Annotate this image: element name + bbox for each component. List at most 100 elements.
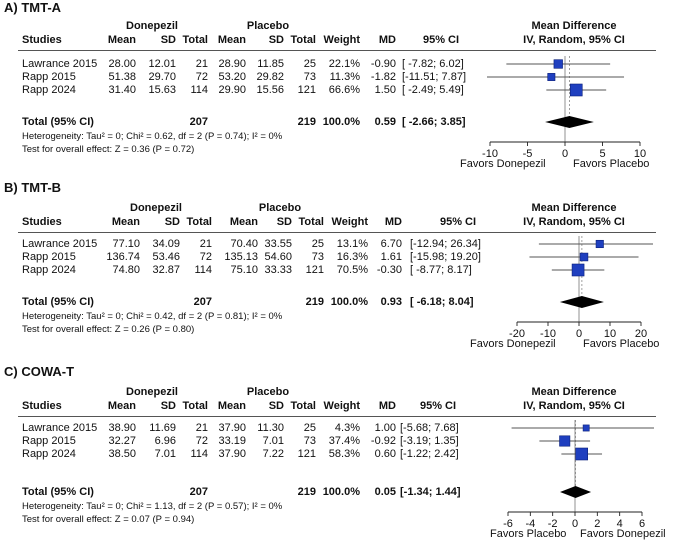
ci-header: 95% CI bbox=[422, 34, 460, 46]
total2-cell: 121 bbox=[297, 84, 316, 96]
md-cell: -1.82 bbox=[370, 71, 396, 83]
favors-right-label: Favors Placebo bbox=[573, 158, 650, 170]
tick-label: 10 bbox=[604, 328, 616, 340]
group2-header: Placebo bbox=[246, 386, 290, 398]
mean2-cell: 37.90 bbox=[218, 422, 246, 434]
tick-label: -6 bbox=[503, 518, 513, 530]
tick-label: -20 bbox=[509, 328, 525, 340]
pooled-diamond bbox=[560, 486, 592, 498]
group1-header: Donepezil bbox=[126, 386, 178, 398]
sd2-cell: 29.82 bbox=[256, 71, 284, 83]
sd2-header: SD bbox=[268, 400, 284, 412]
ci-cell: [-1.22; 2.42] bbox=[400, 448, 459, 460]
mean2-cell: 135.13 bbox=[224, 251, 258, 263]
tick-label: -10 bbox=[540, 328, 556, 340]
mean2-cell: 70.40 bbox=[230, 238, 258, 250]
md-cell: -0.92 bbox=[370, 435, 396, 447]
tick-label: 4 bbox=[617, 518, 623, 530]
sd1-header: SD bbox=[160, 34, 176, 46]
study-name: Rapp 2024 bbox=[22, 84, 76, 96]
total2-cell: 73 bbox=[303, 435, 316, 447]
mean1-cell: 31.40 bbox=[108, 84, 136, 96]
effect-subtitle: IV, Random, 95% CI bbox=[523, 216, 625, 228]
weight-cell: 58.3% bbox=[328, 448, 360, 460]
panel-title: A) TMT-A bbox=[4, 0, 62, 15]
total2-cell: 73 bbox=[303, 71, 316, 83]
ci-cell: [-12.94; 26.34] bbox=[410, 238, 481, 250]
mean1-header: Mean bbox=[107, 34, 136, 46]
forest-plot-a: -10 -5 0 5 10 bbox=[482, 56, 646, 160]
effect-title: Mean Difference bbox=[531, 20, 617, 32]
forest-plot-b: -20 -10 0 10 20 bbox=[509, 236, 653, 340]
panel-title: B) TMT-B bbox=[4, 180, 62, 195]
mean1-cell: 38.90 bbox=[108, 422, 136, 434]
total-ci: [-1.34; 1.44] bbox=[400, 486, 461, 498]
group2-header: Placebo bbox=[246, 20, 290, 32]
total1-header: Total bbox=[182, 34, 208, 46]
total1-cell: 72 bbox=[199, 251, 212, 263]
ci-cell: [-3.19; 1.35] bbox=[400, 435, 459, 447]
study-square bbox=[595, 239, 604, 249]
ci-header: 95% CI bbox=[419, 400, 457, 412]
mean2-header: Mean bbox=[217, 34, 246, 46]
md-header: MD bbox=[378, 34, 396, 46]
total1-header: Total bbox=[182, 400, 208, 412]
study-name: Rapp 2015 bbox=[22, 435, 76, 447]
total2-sum: 219 bbox=[297, 486, 316, 498]
group1-header: Donepezil bbox=[126, 20, 178, 32]
ci-cell: [ -7.82; 6.02] bbox=[402, 58, 464, 70]
sd1-cell: 32.87 bbox=[152, 264, 180, 276]
overall-effect-text: Test for overall effect: Z = 0.07 (P = 0… bbox=[22, 514, 195, 525]
total2-header: Total bbox=[298, 216, 324, 228]
ci-cell: [-5.68; 7.68] bbox=[400, 422, 459, 434]
md-cell: 1.50 bbox=[374, 84, 396, 96]
total-md: 0.59 bbox=[374, 116, 396, 128]
favors-left-label: Favors Donepezil bbox=[470, 338, 556, 350]
study-name: Rapp 2015 bbox=[22, 71, 76, 83]
total1-cell: 21 bbox=[195, 422, 208, 434]
total-ci: [ -2.66; 3.85] bbox=[402, 116, 466, 128]
mean2-cell: 29.90 bbox=[218, 84, 246, 96]
mean2-cell: 37.90 bbox=[218, 448, 246, 460]
mean1-cell: 136.74 bbox=[106, 251, 140, 263]
mean2-cell: 53.20 bbox=[218, 71, 246, 83]
total-md: 0.93 bbox=[380, 296, 402, 308]
total1-header: Total bbox=[186, 216, 212, 228]
total2-header: Total bbox=[290, 34, 316, 46]
header-divider bbox=[18, 50, 656, 51]
study-name: Rapp 2015 bbox=[22, 251, 76, 263]
tick-label: 20 bbox=[635, 328, 647, 340]
mean2-cell: 28.90 bbox=[218, 58, 246, 70]
pooled-diamond bbox=[559, 296, 604, 308]
studies-header: Studies bbox=[22, 34, 62, 46]
md-cell: -0.30 bbox=[376, 264, 402, 276]
study-name: Lawrance 2015 bbox=[22, 238, 98, 250]
md-cell: 6.70 bbox=[380, 238, 402, 250]
sd1-cell: 11.69 bbox=[149, 422, 176, 434]
mean1-cell: 32.27 bbox=[108, 435, 136, 447]
total2-cell: 73 bbox=[311, 251, 324, 263]
total1-cell: 114 bbox=[194, 264, 212, 276]
total1-sum: 207 bbox=[193, 296, 212, 308]
weight-header: Weight bbox=[323, 34, 360, 46]
sd2-cell: 11.85 bbox=[257, 58, 284, 70]
tick-label: -2 bbox=[548, 518, 558, 530]
sd1-header: SD bbox=[160, 400, 176, 412]
ci-header: 95% CI bbox=[439, 216, 477, 228]
effect-subtitle: IV, Random, 95% CI bbox=[523, 400, 625, 412]
sd2-cell: 33.55 bbox=[264, 238, 292, 250]
total2-cell: 25 bbox=[311, 238, 324, 250]
mean2-cell: 75.10 bbox=[230, 264, 258, 276]
total2-header: Total bbox=[290, 400, 316, 412]
total-weight: 100.0% bbox=[330, 296, 368, 308]
weight-header: Weight bbox=[323, 400, 360, 412]
weight-cell: 13.1% bbox=[336, 238, 368, 250]
study-square bbox=[569, 83, 583, 97]
mean1-cell: 51.38 bbox=[108, 71, 136, 83]
tick-label: 0 bbox=[572, 518, 578, 530]
total2-cell: 121 bbox=[297, 448, 316, 460]
weight-header: Weight bbox=[331, 216, 368, 228]
mean1-cell: 74.80 bbox=[112, 264, 140, 276]
mean1-cell: 28.00 bbox=[108, 58, 136, 70]
header-divider bbox=[18, 232, 656, 233]
